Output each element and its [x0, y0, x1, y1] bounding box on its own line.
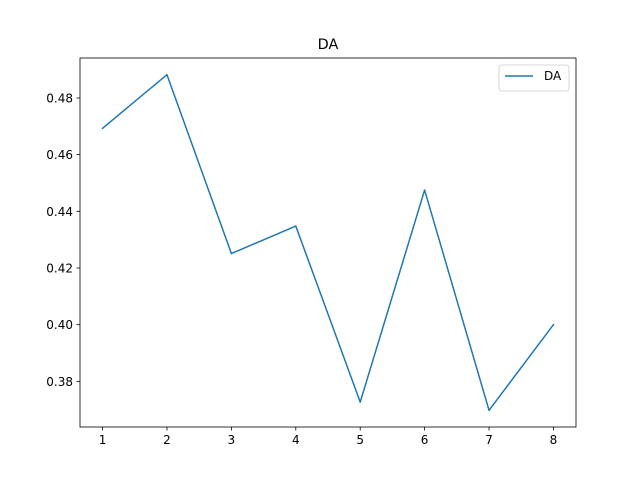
y-tick-label: 0.46	[46, 148, 73, 162]
x-tick-label: 3	[228, 433, 236, 447]
data-point	[488, 409, 490, 412]
data-point	[101, 127, 104, 130]
legend-label-da: DA	[544, 69, 562, 83]
y-axis: 0.38 0.40 0.42 0.44 0.46 0.48	[46, 91, 80, 389]
y-tick-label: 0.42	[46, 262, 73, 276]
x-tick-label: 1	[99, 433, 107, 447]
y-tick-label: 0.48	[46, 91, 73, 105]
x-tick-label: 8	[550, 433, 558, 447]
x-axis: 1 2 3 4 5 6 7 8	[99, 427, 558, 447]
data-point	[423, 189, 426, 191]
x-tick-label: 2	[163, 433, 171, 447]
plot-area	[80, 58, 576, 427]
x-tick-label: 4	[292, 433, 300, 447]
x-tick-label: 5	[356, 433, 364, 447]
x-tick-label: 7	[485, 433, 493, 447]
y-tick-label: 0.38	[46, 375, 73, 389]
series-line-da	[101, 73, 555, 412]
data-point	[552, 323, 555, 326]
y-tick-label: 0.44	[46, 205, 73, 219]
data-point	[359, 401, 361, 403]
data-point	[295, 225, 297, 227]
data-point	[166, 73, 168, 76]
data-point	[230, 252, 233, 255]
series-layer	[101, 73, 555, 412]
legend: DA	[498, 64, 570, 92]
legend-box	[498, 64, 570, 92]
chart-title: DA	[318, 37, 339, 53]
x-tick-label: 6	[421, 433, 429, 447]
y-tick-label: 0.40	[46, 318, 73, 332]
plot-frame	[79, 57, 577, 428]
